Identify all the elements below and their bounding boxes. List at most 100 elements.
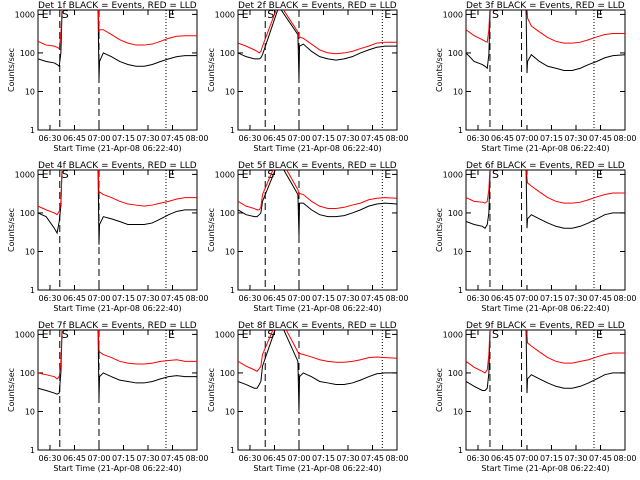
plot-frame	[237, 169, 398, 291]
panel: Det 9f BLACK = Events, RED = LLD 1 10 100 10…	[435, 321, 637, 473]
chart-title: Det 1f BLACK = Events, RED = LLD	[38, 1, 197, 11]
y-tick-label: 10	[225, 247, 235, 256]
y-axis-label: Counts/sec	[7, 208, 16, 252]
y-tick-label: 1	[30, 126, 35, 135]
panel: Det 3f BLACK = Events, RED = LLD 1 10 100 10…	[435, 1, 637, 153]
x-tick-label: 07:15	[312, 294, 335, 303]
x-tick-label: 07:45	[161, 454, 184, 463]
x-tick-label: 06:30	[238, 134, 261, 143]
x-tick-label: 06:45	[63, 134, 86, 143]
annotation: E	[470, 8, 477, 21]
annotation: S	[62, 328, 69, 341]
x-tick-label: 07:15	[540, 294, 563, 303]
annotation: E	[168, 168, 175, 181]
data-line	[38, 10, 197, 80]
data-line	[38, 330, 197, 380]
y-tick-label: 1000	[215, 10, 235, 19]
annotation: E	[596, 328, 603, 341]
y-tick-label: 100	[448, 209, 463, 218]
y-axis-label: Counts/sec	[207, 368, 216, 412]
data-line	[238, 330, 397, 372]
annotation: E	[242, 328, 249, 341]
y-tick-label: 100	[220, 209, 235, 218]
data-line	[238, 330, 397, 412]
annotation: S	[492, 168, 499, 181]
x-axis-label: Start Time (21-Apr-08 06:22:40)	[253, 464, 381, 473]
annotation: S	[62, 168, 69, 181]
y-tick-label: 100	[20, 369, 35, 378]
annotation: E	[168, 8, 175, 21]
annotation: E	[42, 168, 49, 181]
x-axis-label: Start Time (21-Apr-08 06:22:40)	[481, 144, 609, 153]
x-tick-label: 06:45	[263, 294, 286, 303]
y-tick-label: 1	[458, 286, 463, 295]
panel: Det 2f BLACK = Events, RED = LLD 1 10 100 10…	[207, 1, 409, 153]
x-tick-label: 08:00	[385, 294, 408, 303]
x-axis-label: Start Time (21-Apr-08 06:22:40)	[481, 464, 609, 473]
data-line	[238, 10, 397, 55]
x-axis-label: Start Time (21-Apr-08 06:22:40)	[253, 304, 381, 313]
x-tick-label: 07:00	[87, 294, 110, 303]
x-tick-label: 06:45	[491, 454, 514, 463]
y-tick-label: 10	[25, 87, 35, 96]
x-tick-label: 06:30	[466, 454, 489, 463]
y-tick-label: 10	[453, 87, 463, 96]
x-tick-label: 08:00	[613, 454, 636, 463]
x-tick-label: 06:45	[63, 454, 86, 463]
y-tick-label: 100	[220, 49, 235, 58]
panel: Det 1f BLACK = Events, RED = LLD 1 10 100 10…	[7, 1, 209, 153]
x-tick-label: 06:30	[466, 294, 489, 303]
x-tick-label: 07:00	[515, 454, 538, 463]
y-tick-label: 10	[453, 407, 463, 416]
x-tick-label: 07:15	[112, 454, 135, 463]
plot-frame	[465, 9, 626, 131]
x-tick-label: 07:00	[287, 134, 310, 143]
chart-title: Det 8f BLACK = Events, RED = LLD	[238, 321, 397, 331]
x-tick-label: 06:45	[263, 134, 286, 143]
data-line	[38, 170, 197, 216]
y-tick-label: 1000	[443, 10, 463, 19]
x-tick-label: 07:30	[136, 134, 159, 143]
x-tick-label: 08:00	[385, 454, 408, 463]
x-tick-label: 06:30	[238, 294, 261, 303]
x-tick-label: 06:45	[263, 454, 286, 463]
panel: Det 5f BLACK = Events, RED = LLD 1 10 100 10…	[207, 161, 409, 313]
y-tick-label: 100	[220, 369, 235, 378]
annotation: S	[267, 8, 274, 21]
y-tick-label: 10	[225, 87, 235, 96]
chart-title: Det 7f BLACK = Events, RED = LLD	[38, 321, 197, 331]
x-tick-label: 07:15	[540, 134, 563, 143]
chart-title: Det 9f BLACK = Events, RED = LLD	[466, 321, 625, 331]
y-tick-label: 100	[448, 369, 463, 378]
data-line	[466, 330, 625, 374]
plot-frame	[237, 9, 398, 131]
x-tick-label: 07:45	[589, 134, 612, 143]
y-tick-label: 1000	[15, 330, 35, 339]
y-tick-label: 1	[458, 446, 463, 455]
x-axis-label: Start Time (21-Apr-08 06:22:40)	[481, 304, 609, 313]
x-axis-label: Start Time (21-Apr-08 06:22:40)	[253, 144, 381, 153]
x-tick-label: 07:00	[287, 454, 310, 463]
y-tick-label: 10	[225, 407, 235, 416]
y-tick-label: 1	[230, 126, 235, 135]
y-tick-label: 100	[20, 49, 35, 58]
annotation: E	[242, 168, 249, 181]
x-tick-label: 07:00	[287, 294, 310, 303]
y-tick-label: 1	[30, 446, 35, 455]
annotation: E	[168, 328, 175, 341]
x-tick-label: 06:30	[38, 454, 61, 463]
y-tick-label: 1	[230, 446, 235, 455]
plot-frame	[465, 169, 626, 291]
x-axis-label: Start Time (21-Apr-08 06:22:40)	[53, 144, 181, 153]
y-tick-label: 1000	[215, 170, 235, 179]
x-tick-label: 08:00	[613, 134, 636, 143]
x-tick-label: 07:30	[136, 294, 159, 303]
x-tick-label: 06:30	[238, 454, 261, 463]
plot-frame	[37, 169, 198, 291]
y-axis-label: Counts/sec	[435, 48, 444, 92]
y-tick-label: 1000	[15, 170, 35, 179]
data-line	[466, 170, 625, 204]
x-tick-label: 07:45	[361, 134, 384, 143]
annotation: E	[242, 8, 249, 21]
